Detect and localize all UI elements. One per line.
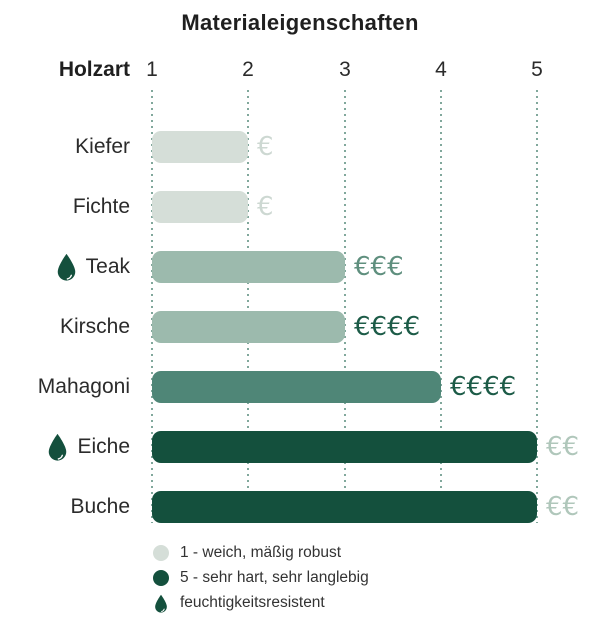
droplet-icon xyxy=(49,433,67,461)
row-label: Mahagoni xyxy=(37,375,130,398)
x-tick: 1 xyxy=(146,58,158,81)
row-label-cell: Kiefer xyxy=(0,117,130,177)
row-label-cell: Mahagoni xyxy=(0,357,130,417)
y-axis-label: Holzart xyxy=(58,58,130,81)
row-label: Eiche xyxy=(77,435,130,458)
chart-title: Materialeigenschaften xyxy=(181,10,419,35)
legend: 1 - weich, mäßig robust 5 - sehr hart, se… xyxy=(152,541,369,616)
legend-label: feuchtigkeitsresistent xyxy=(180,594,325,611)
x-tick: 4 xyxy=(435,58,447,81)
legend-item: 5 - sehr hart, sehr langlebig xyxy=(152,566,369,590)
row-label-cell: Fichte xyxy=(0,177,130,237)
bar-kirsche xyxy=(152,311,345,343)
row-label: Buche xyxy=(70,495,130,518)
legend-item: 1 - weich, mäßig robust xyxy=(152,541,369,565)
droplet-icon xyxy=(57,253,75,281)
bar-buche xyxy=(152,491,537,523)
row-label: Teak xyxy=(85,255,130,278)
gridline xyxy=(440,90,442,523)
bar-mahagoni xyxy=(152,371,441,403)
row-label: Kirsche xyxy=(59,315,130,338)
axis-header-row: Holzart 1 2 3 4 5 xyxy=(0,58,600,90)
row-label-cell: Teak xyxy=(0,237,130,297)
plot-area: Kiefer € Fichte € Teak €€€ Kirsche €€€€ Mahagoni… xyxy=(0,90,600,537)
price-label: €€ xyxy=(546,492,580,522)
price-label: € xyxy=(257,192,274,222)
price-label: €€€€ xyxy=(354,312,421,342)
price-label: €€€€ xyxy=(450,372,517,402)
x-tick: 2 xyxy=(242,58,254,81)
bar-fichte xyxy=(152,191,248,223)
row-label: Fichte xyxy=(72,195,130,218)
bar-teak xyxy=(152,251,345,283)
bar-kiefer xyxy=(152,131,248,163)
table-row: Eiche €€ xyxy=(0,417,600,477)
table-row: Kirsche €€€€ xyxy=(0,297,600,357)
table-row: Buche €€ xyxy=(0,477,600,537)
row-label-cell: Eiche xyxy=(0,417,130,477)
price-label: €€ xyxy=(546,432,580,462)
droplet-icon xyxy=(154,594,167,613)
price-label: € xyxy=(257,132,274,162)
legend-label: 1 - weich, mäßig robust xyxy=(180,544,342,561)
table-row: Kiefer € xyxy=(0,117,600,177)
x-tick: 5 xyxy=(531,58,543,81)
droplet-icon xyxy=(152,591,169,615)
gridline xyxy=(344,90,346,523)
gridline xyxy=(151,90,153,523)
row-label: Kiefer xyxy=(75,135,130,158)
legend-swatch-dark xyxy=(152,570,169,586)
x-tick: 3 xyxy=(339,58,351,81)
row-label-cell: Buche xyxy=(0,477,130,537)
bar-eiche xyxy=(152,431,537,463)
table-row: Teak €€€ xyxy=(0,237,600,297)
table-row: Fichte € xyxy=(0,177,600,237)
price-label: €€€ xyxy=(354,252,404,282)
gridline xyxy=(536,90,538,523)
gridline xyxy=(247,90,249,523)
legend-item: feuchtigkeitsresistent xyxy=(152,591,369,615)
row-label-cell: Kirsche xyxy=(0,297,130,357)
legend-label: 5 - sehr hart, sehr langlebig xyxy=(180,569,369,586)
table-row: Mahagoni €€€€ xyxy=(0,357,600,417)
legend-swatch-light xyxy=(152,545,169,561)
